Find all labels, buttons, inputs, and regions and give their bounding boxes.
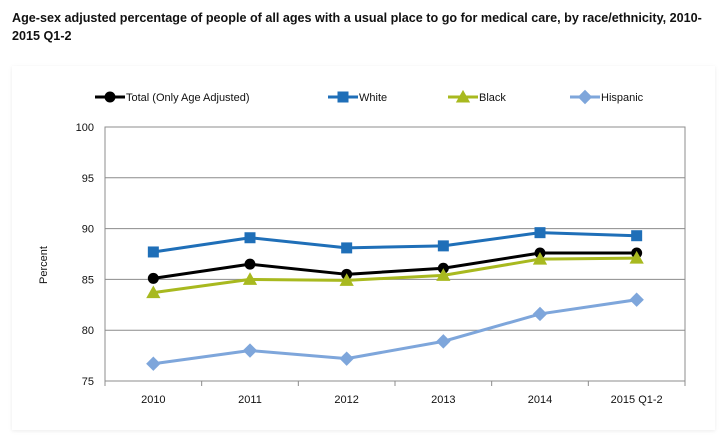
legend-entry: Total (Only Age Adjusted) [95,91,250,104]
legend-entry: Black [448,89,506,104]
x-tick-label: 2015 Q1-2 [611,394,663,406]
legend-label: Black [479,92,506,104]
data-point [244,232,256,244]
legend-label: Hispanic [601,92,644,104]
legend-marker [455,89,471,103]
data-point [146,356,161,371]
data-point [437,240,449,252]
data-point [242,272,258,285]
series-line [151,298,639,366]
x-tick-label: 2013 [431,394,455,406]
series-black [146,250,644,299]
data-point [631,230,643,242]
legend-entry: Hispanic [570,89,644,105]
data-point [436,268,451,281]
data-point [242,343,258,358]
y-tick-label: 100 [76,122,94,134]
legend-label: White [359,92,387,104]
x-tick-label: 2014 [528,394,552,406]
legend-entry: White [328,91,387,104]
data-point [147,272,159,284]
data-point [534,227,546,239]
x-tick-label: 2010 [141,394,165,406]
y-tick-label: 80 [82,325,94,337]
series-white [147,227,643,258]
x-tick-label: 2011 [238,394,262,406]
series-hispanic [146,292,644,371]
data-point [532,251,548,265]
y-tick-label: 90 [82,224,94,236]
data-point [532,306,548,322]
legend-marker [104,91,116,103]
legend-label: Total (Only Age Adjusted) [126,92,250,104]
data-point [436,334,451,349]
data-point [339,351,354,366]
series-line [151,256,639,295]
y-tick-label: 95 [82,173,94,185]
data-point [629,292,644,307]
y-axis-label: Percent [38,246,50,284]
data-point [146,285,161,299]
data-point [244,258,256,270]
data-point [147,246,159,258]
legend: Total (Only Age Adjusted) White Black Hispa… [95,89,644,105]
series-lines [146,227,644,371]
y-tick-label: 85 [82,274,94,286]
series-line [151,231,639,254]
x-tick-label: 2012 [334,394,358,406]
series-line [151,251,639,280]
data-point [341,242,353,254]
legend-marker [577,89,593,105]
data-point [339,273,354,286]
chart-title: Age-sex adjusted percentage of people of… [12,11,702,43]
y-tick-label: 75 [82,376,94,388]
legend-marker [337,91,349,103]
axes: 75 80 85 90 95 100 2010 2011 2012 2013 2014 2015 Q1… [76,122,686,406]
data-point [629,250,644,264]
